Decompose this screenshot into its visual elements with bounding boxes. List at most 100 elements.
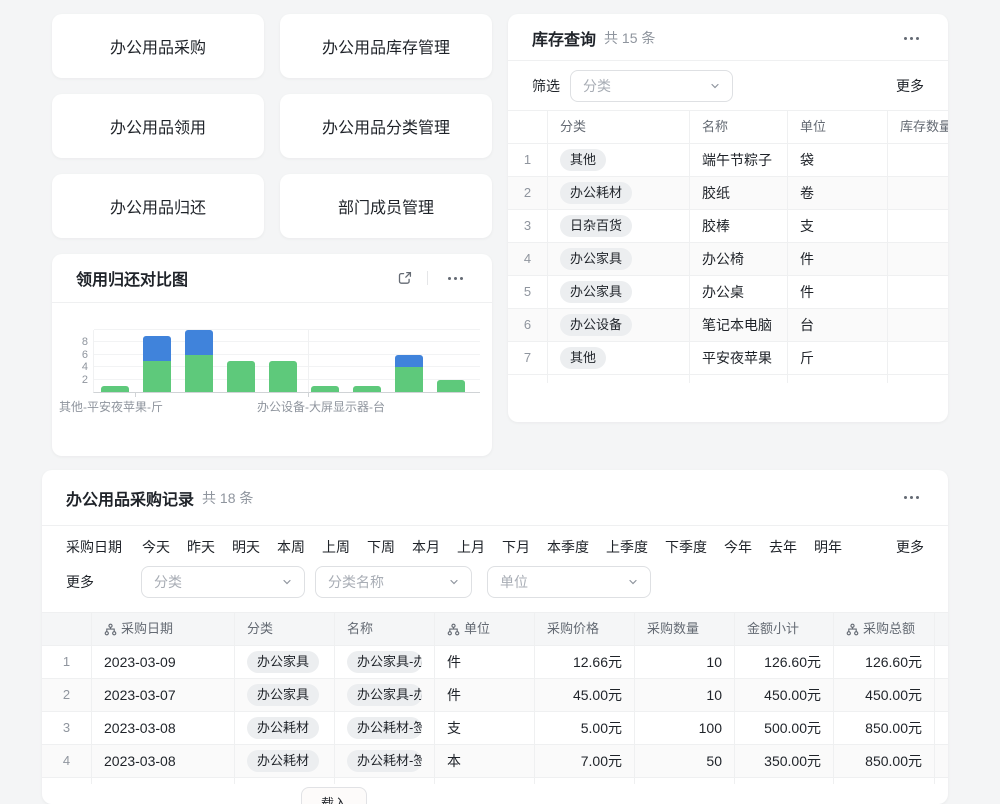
hierarchy-icon — [104, 623, 117, 636]
category-tag: 办公家具 — [560, 281, 633, 303]
chevron-down-icon — [628, 577, 638, 587]
nav-button[interactable]: 办公用品采购 — [52, 14, 264, 78]
dropdown-placeholder: 分类名称 — [328, 574, 384, 590]
date-option[interactable]: 下周 — [367, 539, 395, 555]
column-header: 采购总额 — [834, 613, 935, 645]
chart-more-menu-icon[interactable] — [442, 273, 468, 284]
dropdown-placeholder: 分类 — [583, 78, 611, 94]
table-row[interactable]: 7 其他 平安夜苹果斤 — [508, 342, 948, 375]
table-row[interactable]: 5 办公家具 办公桌件 — [508, 276, 948, 309]
filter-dropdown[interactable]: 分类 — [141, 566, 305, 598]
quantity-cell: 10 — [635, 646, 735, 678]
bar-segment-green — [227, 361, 255, 392]
y-axis-tick-label: 4 — [81, 361, 88, 374]
subtotal-cell: 126.60元 — [735, 646, 834, 678]
date-option[interactable]: 今年 — [724, 539, 752, 555]
date-option[interactable]: 上月 — [457, 539, 485, 555]
unit-cell: 件 — [435, 679, 535, 711]
purchase-title: 办公用品采购记录 — [66, 491, 195, 509]
date-option[interactable]: 本月 — [412, 539, 440, 555]
nav-button[interactable]: 办公用品分类管理 — [280, 94, 492, 158]
price-cell: 5.00元 — [535, 712, 635, 744]
date-option[interactable]: 去年 — [769, 539, 797, 555]
inventory-more-menu-icon[interactable] — [898, 33, 924, 44]
table-row[interactable]: 4 办公家具 办公椅件 — [508, 243, 948, 276]
column-header: 单位 — [435, 613, 535, 645]
column-header: 名称 — [690, 111, 788, 143]
category-tag: 办公耗材-签 — [347, 717, 422, 739]
category-cell: 办公家具 — [548, 276, 690, 308]
row-number: 3 — [42, 712, 92, 744]
name-cell: 平安夜苹果 — [690, 342, 788, 374]
purchase-more-menu-icon[interactable] — [898, 492, 924, 503]
date-filter-more-link[interactable]: 更多 — [896, 539, 924, 555]
inventory-card-header: 库存查询 共 15 条 — [508, 14, 948, 62]
date-option[interactable]: 上周 — [322, 539, 350, 555]
bar-segment-green — [353, 385, 381, 392]
stock-cell — [888, 144, 948, 176]
date-option[interactable]: 上季度 — [606, 539, 648, 555]
column-header: 采购数量 — [635, 613, 735, 645]
nav-button[interactable]: 办公用品领用 — [52, 94, 264, 158]
unit-cell: 件 — [788, 243, 888, 275]
quantity-cell: 50 — [635, 745, 735, 777]
name-cell: 胶棒 — [690, 210, 788, 242]
load-more-button[interactable]: 载入 — [301, 787, 367, 804]
bar-segment-blue — [395, 354, 423, 368]
subtotal-cell: 350.00元 — [735, 745, 834, 777]
inventory-category-dropdown[interactable]: 分类 — [570, 70, 733, 102]
filter-dropdown[interactable]: 分类名称 — [315, 566, 472, 598]
stock-cell — [888, 276, 948, 308]
category-tag: 办公耗材 — [560, 182, 633, 204]
row-number: 4 — [42, 745, 92, 777]
hierarchy-icon — [846, 623, 859, 636]
purchase-count: 共 18 条 — [202, 489, 254, 506]
name-cell: 胶纸 — [690, 177, 788, 209]
date-option[interactable]: 本周 — [277, 539, 305, 555]
nav-button[interactable]: 办公用品归还 — [52, 174, 264, 238]
row-number: 5 — [508, 276, 548, 308]
nav-button[interactable]: 办公用品库存管理 — [280, 14, 492, 78]
date-option[interactable]: 明天 — [232, 539, 260, 555]
table-row[interactable]: 3 2023-03-08 办公耗材 办公耗材-签支 5.00元 100 500.00元 850… — [42, 712, 948, 745]
filter-dropdown[interactable]: 单位 — [487, 566, 651, 598]
table-row[interactable]: 1 2023-03-09 办公家具 办公家具-办件 12.66元 10 126.60元 126… — [42, 646, 948, 679]
unit-cell: 支 — [435, 712, 535, 744]
date-option[interactable]: 本季度 — [547, 539, 589, 555]
date-option[interactable]: 下季度 — [665, 539, 707, 555]
x-axis-label: 办公设备-大屏显示器-台 — [257, 400, 385, 414]
unit-cell: 本 — [435, 745, 535, 777]
inventory-count: 共 15 条 — [604, 30, 656, 46]
table-row[interactable]: 3 日杂百货 胶棒支 — [508, 210, 948, 243]
bar-segment-green — [101, 385, 129, 392]
unit-cell: 斤 — [788, 342, 888, 374]
column-header: 单位 — [788, 111, 888, 143]
category-cell: 办公家具 — [548, 243, 690, 275]
chevron-down-icon — [710, 81, 720, 91]
subtotal-cell: 500.00元 — [735, 712, 834, 744]
axis-tick — [308, 392, 309, 397]
gridline — [94, 341, 480, 343]
date-option[interactable]: 昨天 — [187, 539, 215, 555]
table-row[interactable]: 4 2023-03-08 办公耗材 办公耗材-签本 7.00元 50 350.00元 850.… — [42, 745, 948, 778]
bar-segment-green — [311, 385, 339, 392]
table-row[interactable]: 2 2023-03-07 办公家具 办公家具-办件 45.00元 10 450.00元 450… — [42, 679, 948, 712]
date-option[interactable]: 今天 — [142, 539, 170, 555]
category-tag: 办公家具 — [247, 684, 320, 706]
table-row[interactable]: 2 办公耗材 胶纸卷 — [508, 177, 948, 210]
name-cell: 办公耗材-签 — [335, 745, 435, 777]
quantity-cell: 100 — [635, 712, 735, 744]
date-option[interactable]: 下月 — [502, 539, 530, 555]
y-axis-tick-label: 2 — [81, 373, 88, 386]
category-cell: 办公耗材 — [235, 745, 335, 777]
table-row[interactable]: 6 办公设备 笔记本电脑台 — [508, 309, 948, 342]
row-number: 2 — [42, 679, 92, 711]
inventory-more-filters-link[interactable]: 更多 — [896, 78, 924, 94]
category-tag: 办公家具-办 — [347, 651, 422, 673]
purchase-record-card: 办公用品采购记录 共 18 条 采购日期 今天 昨天 明天 本周 上周 下周 本月 上月 下月本… — [42, 470, 948, 804]
expand-icon[interactable] — [397, 270, 413, 286]
table-row[interactable]: 1 其他 端午节粽子袋 — [508, 144, 948, 177]
chevron-down-icon — [449, 577, 459, 587]
nav-button[interactable]: 部门成员管理 — [280, 174, 492, 238]
date-option[interactable]: 明年 — [814, 539, 842, 555]
